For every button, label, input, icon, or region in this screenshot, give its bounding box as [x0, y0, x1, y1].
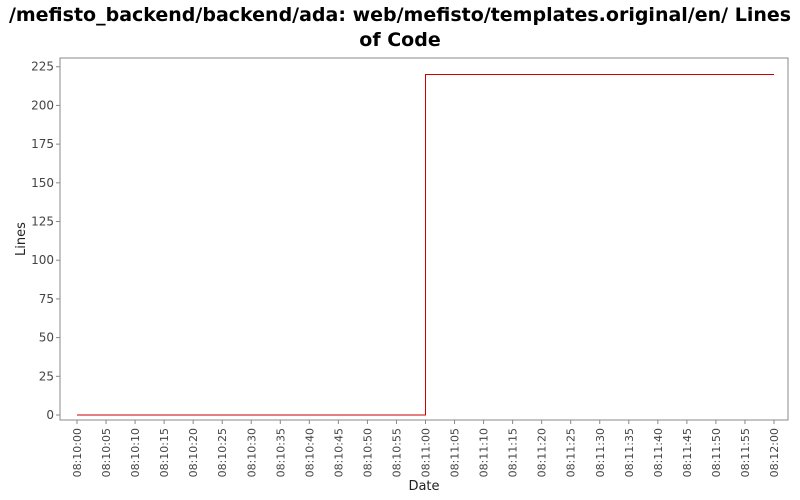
y-tick-label: 225	[31, 60, 54, 74]
x-tick-label: 08:10:20	[187, 428, 200, 477]
x-tick-label: 08:10:40	[303, 428, 316, 477]
x-tick-label: 08:11:45	[681, 428, 694, 477]
x-tick-label: 08:10:35	[274, 428, 287, 477]
y-tick-label: 125	[31, 215, 54, 229]
x-tick-label: 08:11:30	[594, 428, 607, 477]
x-tick-label: 08:11:00	[420, 428, 433, 477]
x-tick-label: 08:11:10	[478, 428, 491, 477]
y-tick-label: 175	[31, 137, 54, 151]
x-tick-label: 08:10:50	[361, 428, 374, 477]
y-tick-label: 150	[31, 176, 54, 190]
x-tick-label: 08:10:55	[390, 428, 403, 477]
chart-title: /mefisto_backend/backend/ada: web/mefist…	[8, 4, 792, 51]
x-tick-label: 08:12:00	[768, 428, 781, 477]
x-tick-label: 08:11:50	[710, 428, 723, 477]
x-tick-label: 08:11:25	[565, 428, 578, 477]
x-tick-label: 08:11:15	[507, 428, 520, 477]
x-tick-label: 08:11:35	[623, 428, 636, 477]
x-tick-label: 08:10:10	[129, 428, 142, 477]
y-tick-label: 200	[31, 98, 54, 112]
x-tick-label: 08:10:30	[245, 428, 258, 477]
plot-area	[59, 57, 789, 421]
x-tick-label: 08:11:40	[652, 428, 665, 477]
x-axis: 08:10:00 08:10:05 08:10:10 08:10:15 08:10:20…	[71, 420, 781, 477]
x-tick-label: 08:10:45	[332, 428, 345, 477]
x-tick-label: 08:11:05	[449, 428, 462, 477]
x-tick-label: 08:10:15	[158, 428, 171, 477]
x-axis-label: Date	[408, 479, 439, 494]
y-axis-label: Lines	[14, 222, 29, 256]
x-tick-label: 08:10:05	[100, 428, 113, 477]
y-tick-label: 100	[31, 253, 54, 267]
y-tick-label: 75	[39, 292, 54, 306]
y-tick-label: 50	[39, 331, 54, 345]
x-tick-label: 08:11:55	[739, 428, 752, 477]
y-axis: 0 25 50 75 100 125 150 175 200 225	[31, 60, 60, 422]
series-layer	[77, 73, 774, 416]
x-tick-label: 08:11:20	[536, 428, 549, 477]
x-tick-label: 08:10:25	[216, 428, 229, 477]
series-line	[77, 73, 774, 416]
x-tick-label: 08:10:00	[71, 428, 84, 477]
y-tick-label: 25	[39, 369, 54, 383]
y-tick-label: 0	[46, 408, 54, 422]
